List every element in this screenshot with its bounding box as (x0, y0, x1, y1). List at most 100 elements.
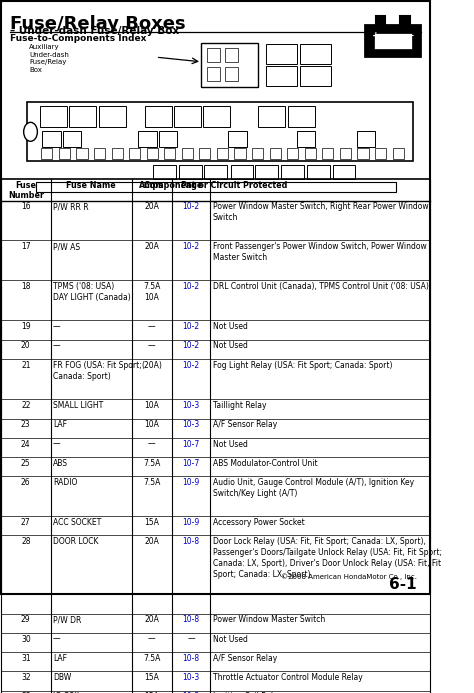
Text: 10-8: 10-8 (182, 654, 200, 663)
Text: FR FOG (USA: Fit Sport;
Canada: Sport): FR FOG (USA: Fit Sport; Canada: Sport) (53, 360, 142, 380)
Text: 31: 31 (21, 654, 31, 663)
Bar (266, 66, 297, 85)
Text: 16: 16 (21, 202, 31, 211)
Text: 20A: 20A (145, 202, 159, 211)
Bar (154, 165, 176, 179)
Bar (297, 131, 316, 147)
Text: 7.5A
10A: 7.5A 10A (143, 282, 161, 302)
Text: 17: 17 (21, 242, 31, 251)
Text: 20A: 20A (145, 242, 159, 251)
Bar (281, 165, 304, 179)
Text: 10-2: 10-2 (182, 322, 200, 331)
Text: 20: 20 (21, 342, 31, 351)
Text: RADIO: RADIO (53, 478, 77, 487)
Bar (235, 148, 246, 159)
Text: Front Passenger's Power Window Switch, Power Window
Master Switch: Front Passenger's Power Window Switch, P… (213, 242, 427, 262)
Text: 10A: 10A (145, 401, 159, 410)
Text: —: — (53, 322, 60, 331)
Text: 10-7: 10-7 (182, 439, 200, 448)
Text: —: — (53, 439, 60, 448)
Bar (357, 131, 375, 147)
Bar (375, 16, 385, 25)
Text: 10-2: 10-2 (182, 242, 200, 251)
Text: ACC SOCKET: ACC SOCKET (53, 518, 101, 527)
Bar (146, 148, 158, 159)
Text: 10-7: 10-7 (182, 459, 200, 468)
Bar (111, 148, 123, 159)
Text: TPMS ('08: USA)
DAY LIGHT (Canada): TPMS ('08: USA) DAY LIGHT (Canada) (53, 282, 130, 302)
Bar (145, 106, 172, 127)
Text: P/W RR R: P/W RR R (53, 202, 89, 211)
Text: 23: 23 (21, 420, 31, 429)
Text: ©2008 American HondaMotor Co., Inc.: ©2008 American HondaMotor Co., Inc. (281, 573, 417, 580)
Bar (231, 165, 253, 179)
Bar (164, 148, 175, 159)
Bar (307, 165, 329, 179)
Bar (204, 165, 227, 179)
Text: Not Used: Not Used (213, 342, 247, 351)
Bar (226, 67, 238, 82)
Text: 7.5A: 7.5A (143, 478, 161, 487)
Text: DOOR LOCK: DOOR LOCK (53, 537, 98, 546)
Text: 24: 24 (21, 439, 31, 448)
Bar (42, 131, 61, 147)
Text: ABS Modulator-Control Unit: ABS Modulator-Control Unit (213, 459, 317, 468)
Text: Throttle Actuator Control Module Relay: Throttle Actuator Control Module Relay (213, 673, 363, 682)
Text: Not Used: Not Used (213, 322, 247, 331)
Text: +: + (372, 31, 380, 40)
Text: —: — (148, 322, 155, 331)
Text: 26: 26 (21, 478, 31, 487)
Bar (40, 106, 67, 127)
Text: 32: 32 (21, 673, 31, 682)
Bar (129, 148, 140, 159)
Bar (173, 106, 201, 127)
Bar (266, 44, 297, 64)
Bar (76, 148, 88, 159)
Bar (400, 16, 410, 25)
Text: – Under-dash Fuse/Relay Box: – Under-dash Fuse/Relay Box (10, 26, 179, 36)
Text: 22: 22 (21, 401, 30, 410)
Text: Fuse Name: Fuse Name (66, 181, 116, 190)
Text: Power Window Master Switch: Power Window Master Switch (213, 615, 325, 624)
Bar (322, 148, 333, 159)
Text: A/F Sensor Relay: A/F Sensor Relay (213, 420, 277, 429)
Bar (365, 25, 420, 56)
Bar (59, 148, 70, 159)
Text: 25: 25 (21, 459, 31, 468)
Text: 20A: 20A (145, 615, 159, 624)
Bar (357, 148, 369, 159)
Text: (20A): (20A) (141, 360, 162, 369)
Bar (270, 148, 281, 159)
Text: 10-2: 10-2 (182, 282, 200, 291)
Bar (207, 67, 220, 82)
Bar (201, 43, 258, 87)
Text: Fuse-to-Components Index: Fuse-to-Components Index (10, 34, 146, 43)
Bar (255, 165, 278, 179)
Text: 10A: 10A (145, 420, 159, 429)
Text: 29: 29 (21, 615, 31, 624)
Text: DBW: DBW (53, 673, 71, 682)
Text: 10-9: 10-9 (182, 478, 200, 487)
Bar (182, 148, 193, 159)
Text: 10-8: 10-8 (182, 537, 200, 546)
Bar (226, 48, 238, 62)
Text: Taillight Relay: Taillight Relay (213, 401, 266, 410)
Text: SMALL LIGHT: SMALL LIGHT (53, 401, 103, 410)
Text: —: — (53, 342, 60, 351)
Bar (258, 106, 285, 127)
Bar (252, 148, 263, 159)
Bar (41, 148, 52, 159)
Bar (289, 106, 316, 127)
Text: —: — (148, 342, 155, 351)
Text: 10-9: 10-9 (182, 518, 200, 527)
Bar (159, 131, 177, 147)
Text: Not Used: Not Used (213, 439, 247, 448)
Text: ABS: ABS (53, 459, 68, 468)
Text: 10-2: 10-2 (182, 202, 200, 211)
Text: LAF: LAF (53, 654, 67, 663)
Text: Door Lock Relay (USA: Fit, Fit Sport; Canada: LX, Sport),
Passenger's Doors/Tail: Door Lock Relay (USA: Fit, Fit Sport; Ca… (213, 537, 442, 579)
Bar (333, 165, 356, 179)
Text: 18: 18 (21, 282, 30, 291)
Bar (300, 66, 331, 85)
Bar (94, 148, 105, 159)
